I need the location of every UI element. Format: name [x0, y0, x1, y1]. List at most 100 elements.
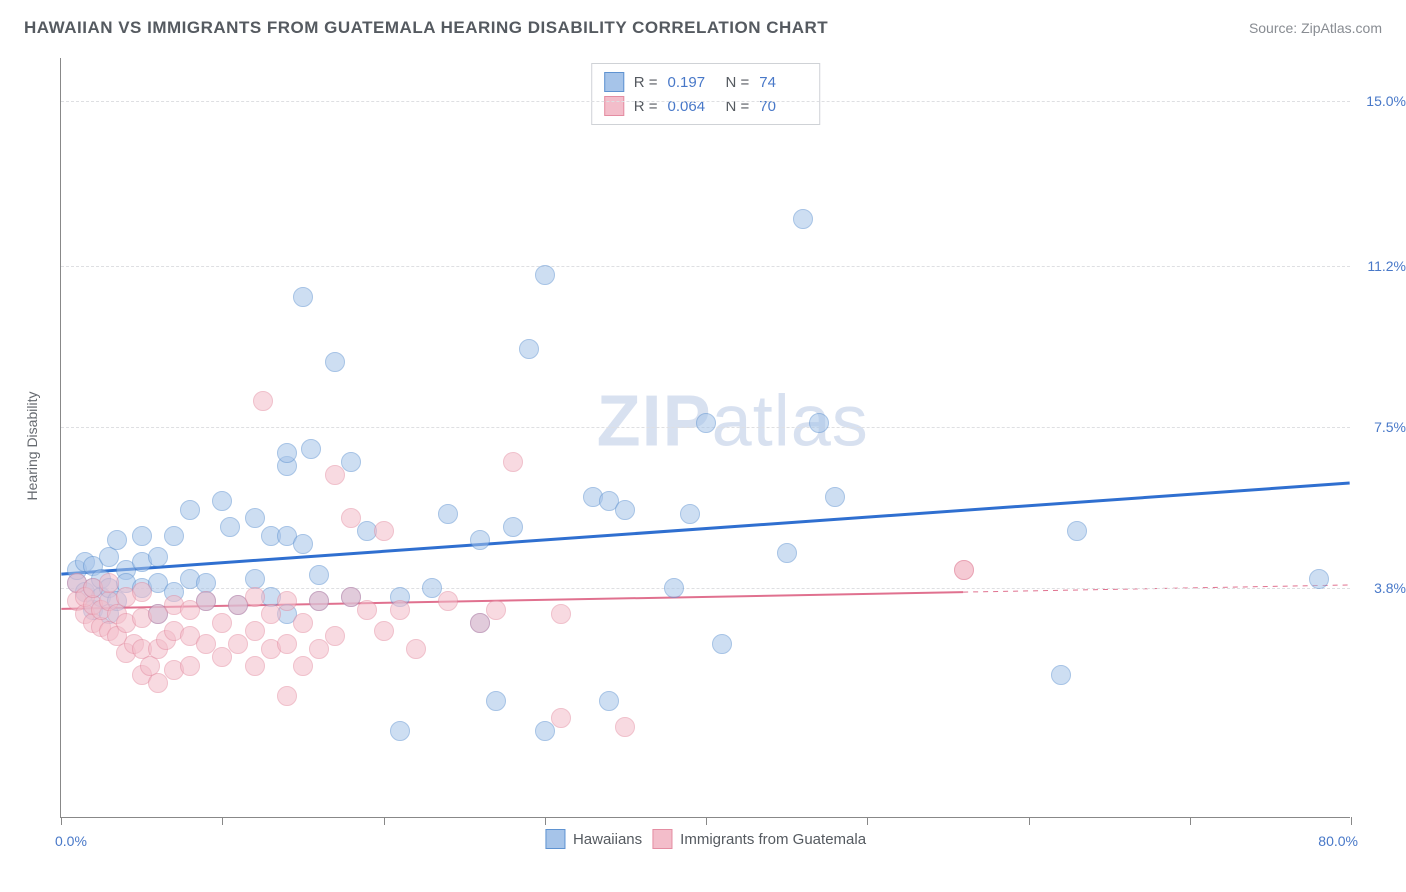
- plot-area: ZIPatlas R =0.197N =74R =0.064N =70 Hawa…: [60, 58, 1350, 818]
- xtick: [384, 817, 385, 825]
- chart-source: Source: ZipAtlas.com: [1249, 20, 1382, 36]
- legend-item: Hawaiians: [545, 829, 642, 849]
- ytick-label: 15.0%: [1356, 93, 1406, 109]
- chart-header: HAWAIIAN VS IMMIGRANTS FROM GUATEMALA HE…: [24, 18, 1382, 38]
- scatter-point: [438, 591, 458, 611]
- scatter-point: [1051, 665, 1071, 685]
- trend-lines-svg: [61, 58, 1350, 817]
- trend-line: [61, 483, 1349, 574]
- scatter-point: [777, 543, 797, 563]
- legend-label: Immigrants from Guatemala: [680, 831, 866, 848]
- scatter-point: [293, 534, 313, 554]
- scatter-point: [212, 491, 232, 511]
- scatter-point: [180, 500, 200, 520]
- scatter-point: [535, 721, 555, 741]
- scatter-point: [390, 600, 410, 620]
- scatter-point: [212, 613, 232, 633]
- scatter-point: [277, 443, 297, 463]
- scatter-point: [519, 339, 539, 359]
- scatter-point: [438, 504, 458, 524]
- scatter-point: [325, 626, 345, 646]
- scatter-point: [696, 413, 716, 433]
- scatter-point: [341, 452, 361, 472]
- y-axis-label: Hearing Disability: [24, 392, 40, 501]
- scatter-point: [132, 582, 152, 602]
- scatter-point: [535, 265, 555, 285]
- xtick: [545, 817, 546, 825]
- scatter-point: [664, 578, 684, 598]
- scatter-point: [277, 591, 297, 611]
- scatter-point: [148, 547, 168, 567]
- legend-swatch: [652, 829, 672, 849]
- scatter-point: [503, 517, 523, 537]
- scatter-point: [1067, 521, 1087, 541]
- xtick: [1190, 817, 1191, 825]
- legend-item: Immigrants from Guatemala: [652, 829, 866, 849]
- scatter-point: [107, 530, 127, 550]
- xtick: [1351, 817, 1352, 825]
- ytick-label: 11.2%: [1356, 258, 1406, 274]
- scatter-point: [309, 591, 329, 611]
- gridline: [61, 101, 1350, 102]
- scatter-point: [309, 565, 329, 585]
- scatter-point: [374, 621, 394, 641]
- scatter-point: [615, 717, 635, 737]
- scatter-point: [954, 560, 974, 580]
- bottom-legend: Hawaiians Immigrants from Guatemala: [545, 829, 866, 849]
- scatter-point: [293, 287, 313, 307]
- scatter-point: [793, 209, 813, 229]
- legend-label: Hawaiians: [573, 831, 642, 848]
- scatter-point: [390, 721, 410, 741]
- xtick: [61, 817, 62, 825]
- chart-title: HAWAIIAN VS IMMIGRANTS FROM GUATEMALA HE…: [24, 18, 828, 38]
- scatter-point: [1309, 569, 1329, 589]
- xtick: [706, 817, 707, 825]
- scatter-point: [253, 391, 273, 411]
- scatter-point: [245, 656, 265, 676]
- scatter-point: [293, 656, 313, 676]
- scatter-point: [301, 439, 321, 459]
- scatter-point: [245, 621, 265, 641]
- scatter-point: [825, 487, 845, 507]
- scatter-point: [680, 504, 700, 524]
- scatter-point: [809, 413, 829, 433]
- scatter-point: [325, 352, 345, 372]
- scatter-point: [220, 517, 240, 537]
- scatter-point: [180, 656, 200, 676]
- x-end-label: 80.0%: [1318, 833, 1358, 849]
- scatter-point: [245, 508, 265, 528]
- scatter-point: [712, 634, 732, 654]
- scatter-point: [228, 634, 248, 654]
- xtick: [867, 817, 868, 825]
- scatter-point: [293, 613, 313, 633]
- gridline: [61, 266, 1350, 267]
- scatter-point: [374, 521, 394, 541]
- x-start-label: 0.0%: [55, 833, 87, 849]
- scatter-point: [486, 691, 506, 711]
- scatter-point: [277, 634, 297, 654]
- scatter-point: [470, 530, 490, 550]
- scatter-point: [551, 604, 571, 624]
- scatter-point: [470, 613, 490, 633]
- scatter-point: [164, 526, 184, 546]
- scatter-point: [486, 600, 506, 620]
- legend-swatch: [545, 829, 565, 849]
- scatter-point: [357, 600, 377, 620]
- xtick: [222, 817, 223, 825]
- xtick: [1029, 817, 1030, 825]
- scatter-point: [309, 639, 329, 659]
- scatter-point: [551, 708, 571, 728]
- ytick-label: 7.5%: [1356, 419, 1406, 435]
- scatter-point: [261, 604, 281, 624]
- scatter-point: [132, 526, 152, 546]
- ytick-label: 3.8%: [1356, 580, 1406, 596]
- scatter-point: [599, 691, 619, 711]
- scatter-point: [503, 452, 523, 472]
- scatter-point: [148, 673, 168, 693]
- scatter-point: [277, 686, 297, 706]
- scatter-point: [212, 647, 232, 667]
- scatter-point: [615, 500, 635, 520]
- scatter-point: [341, 508, 361, 528]
- scatter-point: [196, 591, 216, 611]
- scatter-point: [406, 639, 426, 659]
